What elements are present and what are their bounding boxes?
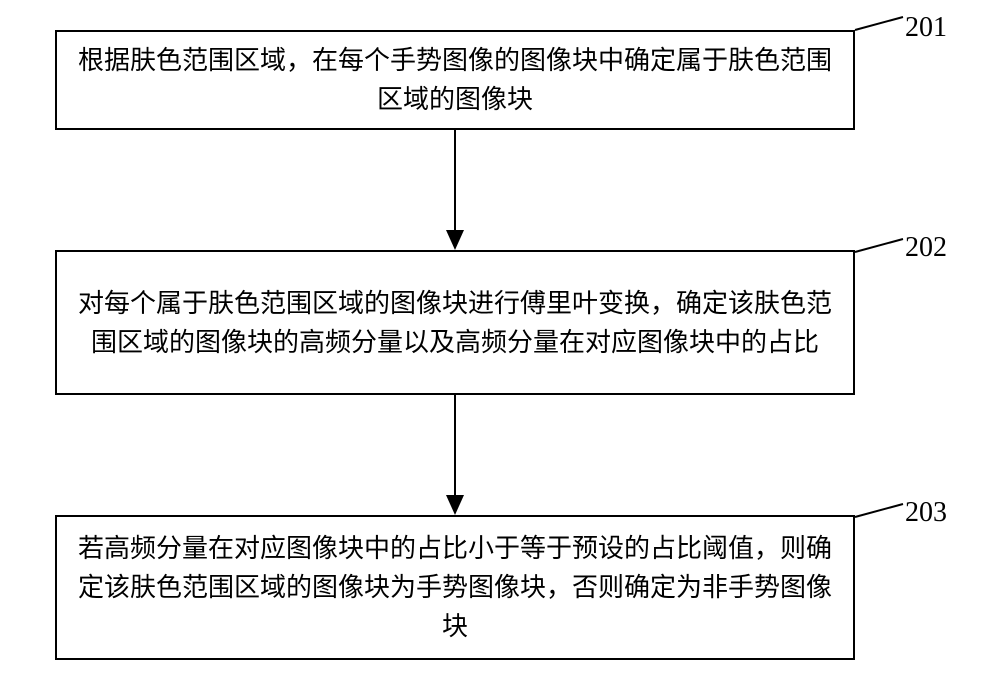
- lead-line-203: [0, 0, 1000, 690]
- step-label-203: 203: [905, 497, 947, 529]
- flowchart-container: 根据肤色范围区域，在每个手势图像的图像块中确定属于肤色范围区域的图像块 201 …: [0, 0, 1000, 690]
